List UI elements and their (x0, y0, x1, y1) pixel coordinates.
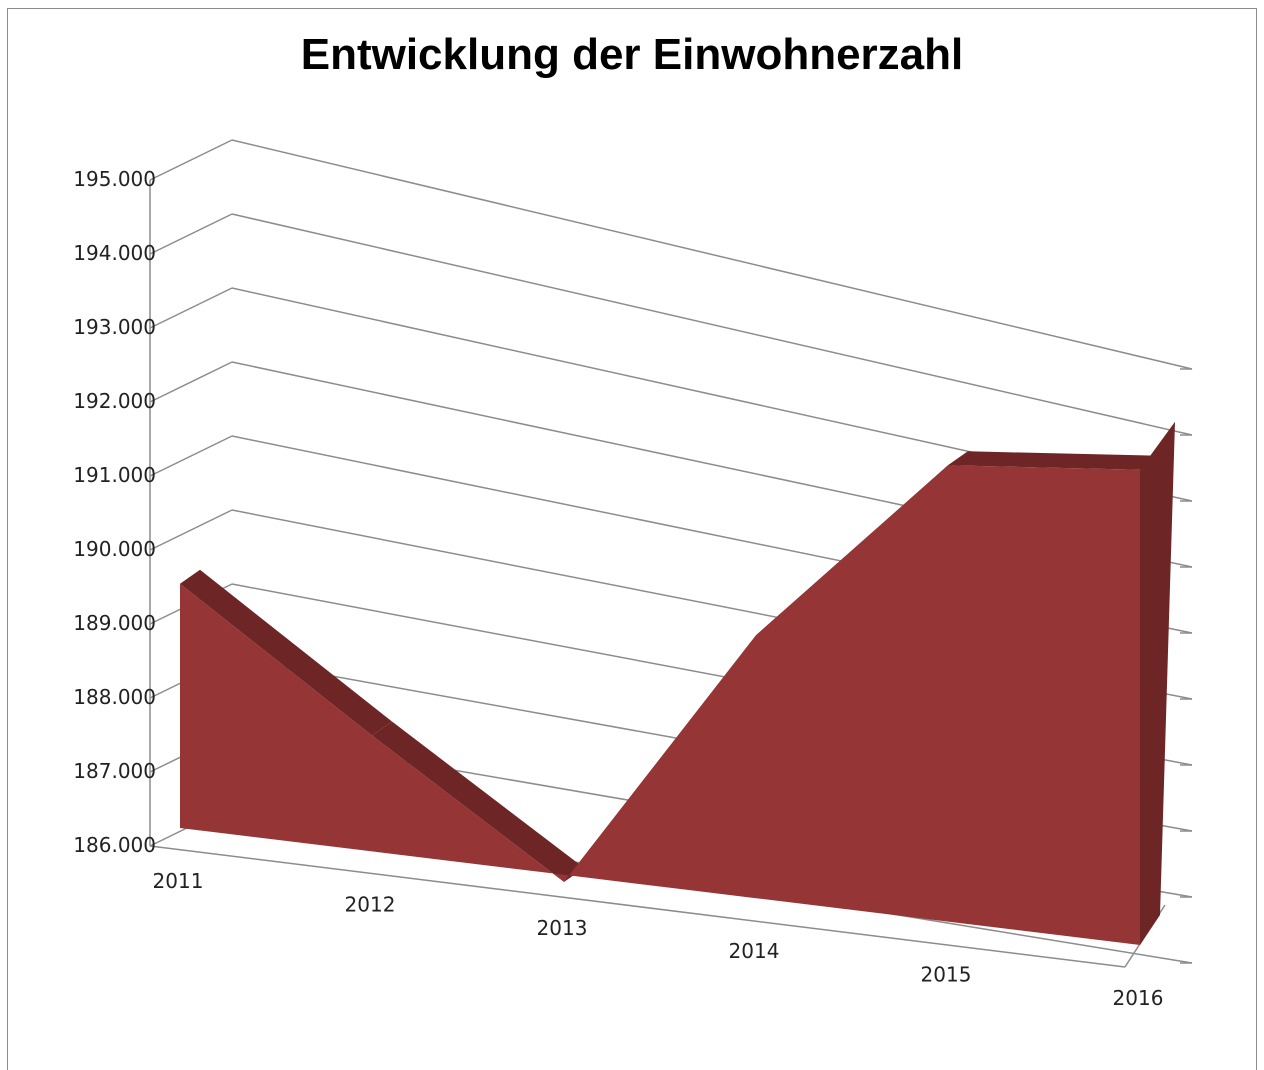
chart-frame (7, 8, 1257, 1070)
grid-side-9 (149, 139, 233, 181)
grid-side-4 (149, 509, 233, 551)
x-tick-label-2: 2013 (537, 916, 588, 940)
y-tick-label-6: 192.000 (73, 389, 156, 413)
floor-front-edge (149, 845, 1126, 968)
x-tick-label-4: 2015 (921, 963, 972, 987)
y-tick-labels: 186.000 187.000 188.000 189.000 190.000 191.0… (73, 167, 156, 857)
area-top-face-4 (948, 451, 1160, 470)
y-tick-label-1: 187.000 (73, 759, 156, 783)
y-tick-label-0: 186.000 (73, 833, 156, 857)
x-tick-label-1: 2012 (345, 892, 396, 916)
grid-side-6 (149, 361, 233, 403)
y-tick-label-4: 190.000 (73, 537, 156, 561)
x-tick-label-5: 2016 (1113, 986, 1164, 1010)
grid-side-8 (149, 213, 233, 255)
gridline-8 (231, 213, 1193, 436)
y-tick-label-7: 193.000 (73, 315, 156, 339)
area-top-face-1 (372, 721, 584, 882)
x-tick-label-3: 2014 (729, 939, 780, 963)
chart-title: Entwicklung der Einwohnerzahl (300, 30, 964, 79)
area-layer (180, 421, 1175, 945)
gridline-9 (231, 139, 1193, 370)
y-tick-label-8: 194.000 (73, 241, 156, 265)
y-tick-label-3: 189.000 (73, 611, 156, 635)
area-front-face (180, 465, 1140, 945)
area-end-cap (1140, 421, 1175, 945)
y-tick-label-2: 188.000 (73, 685, 156, 709)
x-tick-labels: 2011 2012 2013 2014 2015 2016 (153, 869, 1164, 1010)
grid-side-5 (149, 435, 233, 477)
grid-side-7 (149, 287, 233, 329)
x-tick-label-0: 2011 (153, 869, 204, 893)
area-top-face-0 (180, 569, 392, 736)
y-tick-label-5: 191.000 (73, 463, 156, 487)
y-tick-label-9: 195.000 (73, 167, 156, 191)
